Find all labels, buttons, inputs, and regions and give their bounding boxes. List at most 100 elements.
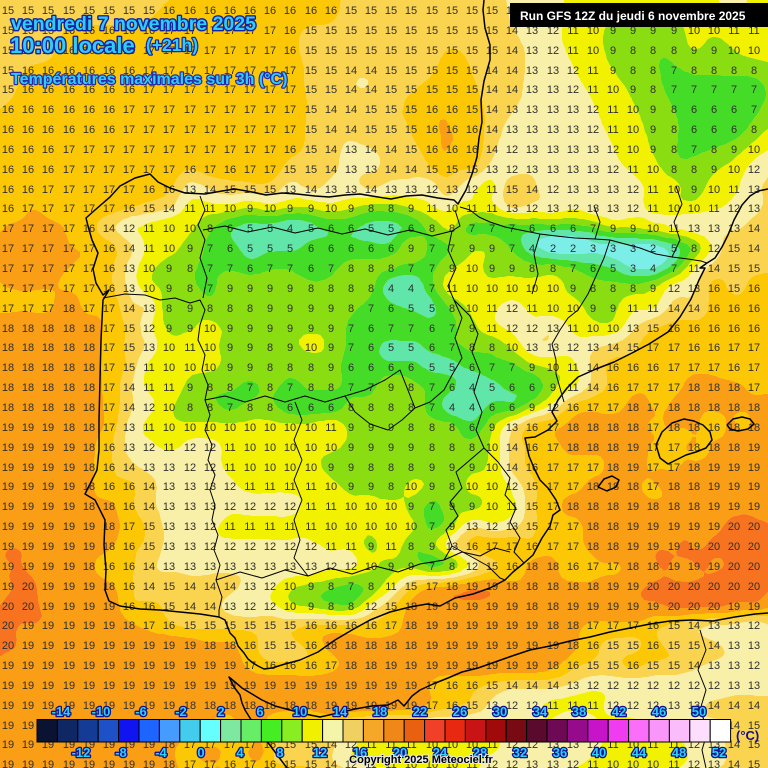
svg-text:15: 15 [184, 620, 196, 632]
svg-text:10: 10 [163, 223, 175, 235]
svg-text:18: 18 [587, 422, 599, 434]
svg-text:8: 8 [529, 263, 535, 275]
svg-text:13: 13 [567, 680, 579, 692]
svg-text:11: 11 [163, 442, 174, 454]
svg-text:20: 20 [728, 561, 740, 573]
svg-text:17: 17 [63, 243, 75, 255]
svg-text:14: 14 [123, 243, 135, 255]
svg-text:6: 6 [429, 342, 435, 354]
svg-text:16: 16 [2, 164, 14, 176]
svg-text:11: 11 [748, 25, 759, 37]
svg-text:8: 8 [368, 462, 374, 474]
svg-text:10: 10 [385, 501, 397, 513]
svg-text:15: 15 [486, 45, 498, 57]
svg-text:13: 13 [567, 144, 579, 156]
svg-text:7: 7 [227, 263, 233, 275]
svg-text:12: 12 [506, 759, 518, 768]
svg-text:14: 14 [688, 303, 700, 315]
svg-text:15: 15 [728, 263, 740, 275]
svg-text:14: 14 [325, 164, 337, 176]
svg-text:11: 11 [688, 263, 699, 275]
svg-text:8: 8 [429, 442, 435, 454]
svg-text:19: 19 [22, 541, 34, 553]
svg-text:16: 16 [426, 124, 438, 136]
svg-text:17: 17 [385, 620, 397, 632]
svg-text:11: 11 [466, 203, 477, 215]
svg-text:9: 9 [166, 263, 172, 275]
svg-text:19: 19 [42, 521, 54, 533]
svg-text:13: 13 [506, 104, 518, 116]
svg-text:16: 16 [103, 84, 115, 96]
svg-text:19: 19 [123, 660, 135, 672]
svg-text:9: 9 [267, 323, 273, 335]
svg-text:13: 13 [526, 45, 538, 57]
svg-text:5: 5 [610, 263, 616, 275]
svg-text:17: 17 [647, 422, 659, 434]
svg-text:15: 15 [385, 65, 397, 77]
svg-text:16: 16 [748, 283, 760, 295]
svg-text:9: 9 [388, 561, 394, 573]
svg-text:5: 5 [368, 223, 374, 235]
svg-text:15: 15 [305, 84, 317, 96]
svg-text:12: 12 [567, 342, 579, 354]
svg-text:14: 14 [486, 84, 498, 96]
svg-text:19: 19 [123, 700, 135, 712]
svg-text:19: 19 [708, 501, 720, 513]
svg-text:18: 18 [204, 640, 216, 652]
svg-text:5: 5 [388, 342, 394, 354]
svg-text:6: 6 [590, 263, 596, 275]
svg-text:12: 12 [567, 759, 579, 768]
svg-text:15: 15 [426, 164, 438, 176]
svg-text:10: 10 [567, 303, 579, 315]
svg-text:10: 10 [668, 203, 680, 215]
svg-text:15: 15 [385, 84, 397, 96]
svg-text:12: 12 [587, 124, 599, 136]
svg-text:11: 11 [587, 700, 598, 712]
svg-text:10: 10 [708, 25, 720, 37]
svg-text:14: 14 [526, 680, 538, 692]
svg-text:9: 9 [469, 462, 475, 474]
svg-text:18: 18 [63, 422, 75, 434]
svg-text:17: 17 [224, 45, 236, 57]
svg-text:13: 13 [526, 124, 538, 136]
svg-text:19: 19 [385, 680, 397, 692]
svg-text:5: 5 [388, 223, 394, 235]
svg-text:10: 10 [264, 203, 276, 215]
svg-text:7: 7 [247, 382, 253, 394]
svg-text:12: 12 [748, 660, 760, 672]
svg-text:20: 20 [2, 640, 14, 652]
svg-text:10:00 locale: 10:00 locale [10, 33, 135, 58]
svg-text:11: 11 [385, 739, 396, 751]
svg-text:19: 19 [123, 759, 135, 768]
svg-text:7: 7 [207, 263, 213, 275]
svg-text:17: 17 [42, 283, 54, 295]
svg-text:18: 18 [607, 541, 619, 553]
svg-text:8: 8 [368, 263, 374, 275]
svg-text:18: 18 [728, 382, 740, 394]
svg-text:13: 13 [728, 640, 740, 652]
svg-text:11: 11 [385, 541, 396, 553]
svg-text:13: 13 [708, 759, 720, 768]
svg-text:13: 13 [123, 263, 135, 275]
svg-text:9: 9 [287, 283, 293, 295]
svg-text:15: 15 [506, 184, 518, 196]
svg-text:8: 8 [489, 342, 495, 354]
svg-text:19: 19 [83, 700, 95, 712]
svg-text:19: 19 [325, 680, 337, 692]
svg-text:17: 17 [547, 462, 559, 474]
svg-text:17: 17 [184, 144, 196, 156]
svg-text:18: 18 [83, 561, 95, 573]
svg-text:5: 5 [287, 243, 293, 255]
svg-text:10: 10 [293, 704, 307, 719]
svg-text:13: 13 [708, 223, 720, 235]
svg-text:9: 9 [247, 283, 253, 295]
svg-text:5: 5 [308, 223, 314, 235]
svg-text:13: 13 [123, 442, 135, 454]
svg-text:12: 12 [264, 601, 276, 613]
svg-text:13: 13 [224, 601, 236, 613]
svg-text:18: 18 [244, 700, 256, 712]
svg-text:14: 14 [486, 104, 498, 116]
svg-text:6: 6 [247, 263, 253, 275]
svg-text:16: 16 [526, 442, 538, 454]
svg-text:17: 17 [244, 84, 256, 96]
